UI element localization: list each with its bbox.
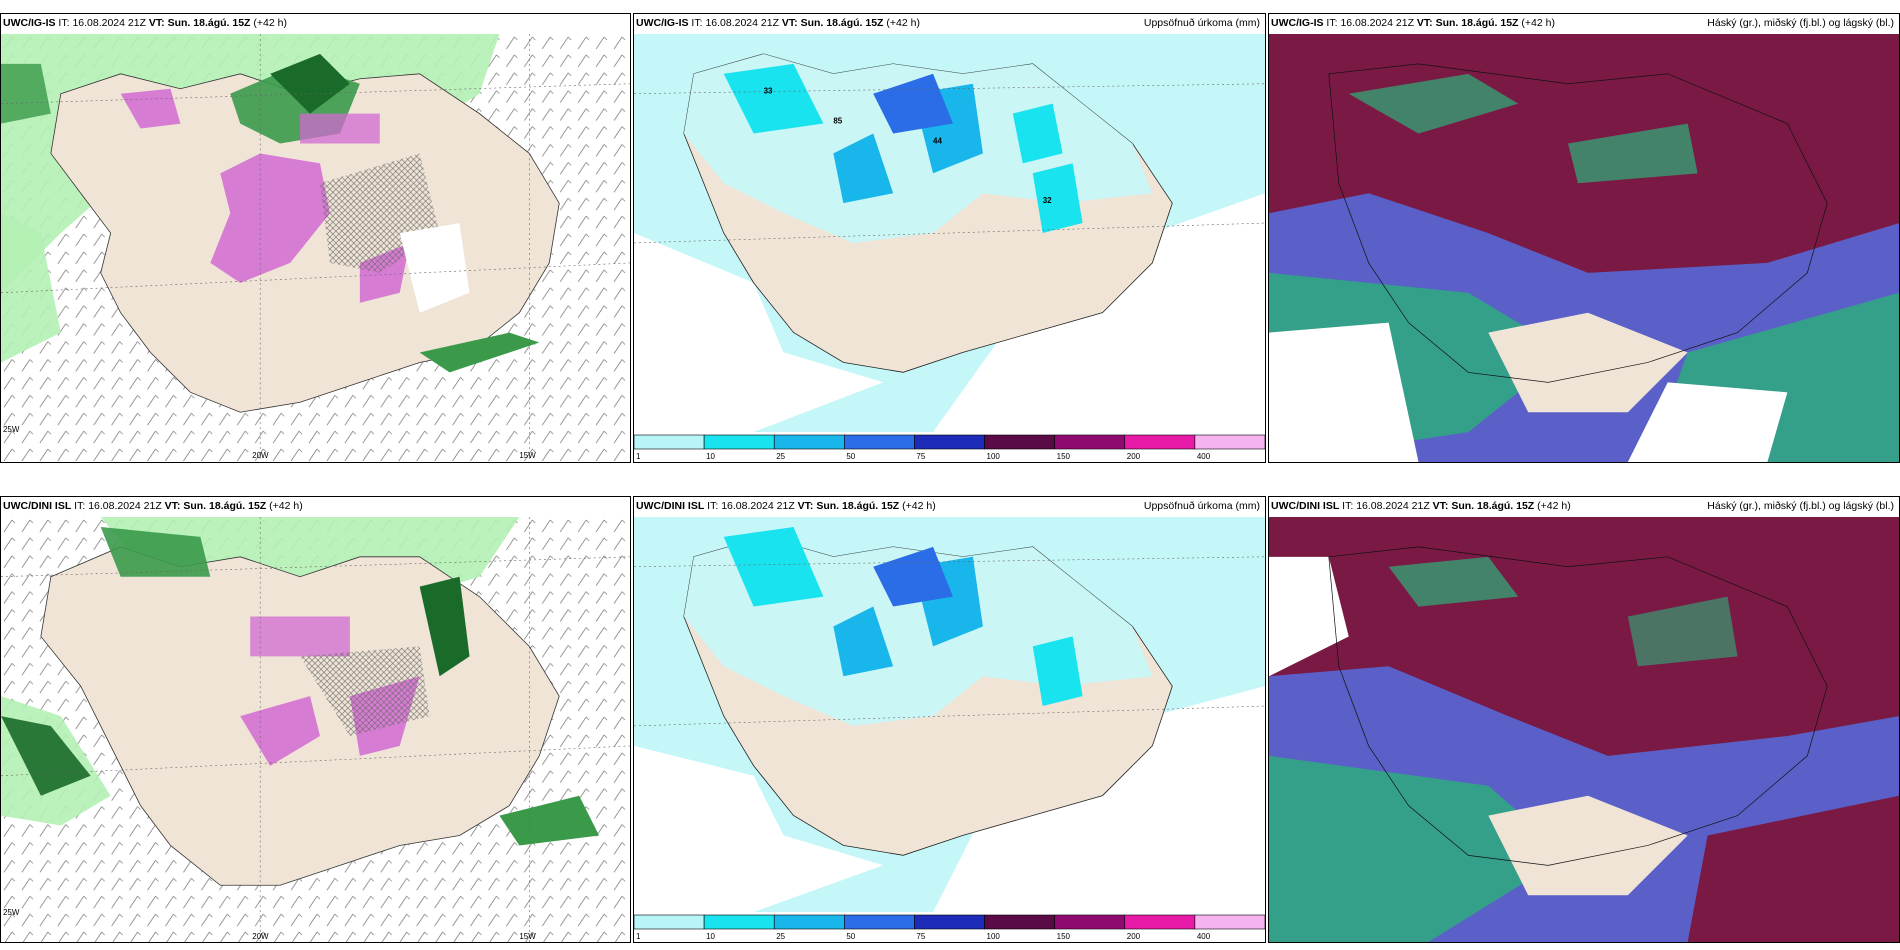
panel-header: UWC/DINI ISL IT: 16.08.2024 21Z VT: Sun.… bbox=[3, 500, 303, 512]
colorbar-segment bbox=[703, 434, 775, 450]
colorbar-label: 100 bbox=[987, 452, 1001, 461]
colorbar-label: 400 bbox=[1197, 932, 1211, 941]
map-svg: 20W 15W 25W bbox=[1, 34, 630, 462]
colorbar-label: 200 bbox=[1127, 932, 1141, 941]
colorbar-segment bbox=[1194, 434, 1265, 450]
lon-label-25w: 25W bbox=[3, 425, 20, 434]
colorbar-segment bbox=[984, 914, 1055, 930]
panel-header: UWC/IG-IS IT: 16.08.2024 21Z VT: Sun. 18… bbox=[636, 17, 920, 29]
colorbar-segment bbox=[1194, 914, 1265, 930]
colorbar-label: 25 bbox=[776, 932, 785, 941]
colorbar-label: 1 bbox=[636, 932, 641, 941]
colorbar-segment bbox=[844, 914, 915, 930]
colorbar-segment bbox=[634, 914, 705, 930]
panel-field-title: Uppsöfnuð úrkoma (mm) bbox=[1143, 17, 1260, 29]
colorbar-label: 75 bbox=[916, 452, 925, 461]
lon-label-15w: 15W bbox=[519, 932, 536, 941]
colorbar-segment bbox=[844, 434, 915, 450]
map-area: 20W 15W 25W bbox=[1, 34, 630, 462]
precip-value: 44 bbox=[933, 136, 942, 145]
map-area bbox=[1269, 34, 1899, 462]
map-svg bbox=[1269, 34, 1899, 462]
map-svg bbox=[1269, 517, 1899, 942]
panel-igis-clouds: UWC/IG-IS IT: 16.08.2024 21Z VT: Sun. 18… bbox=[1268, 13, 1900, 463]
panel-igis-precip-type: UWC/IG-IS IT: 16.08.2024 21Z VT: Sun. 18… bbox=[0, 13, 631, 463]
colorbar-label: 1 bbox=[636, 452, 641, 461]
colorbar-segment bbox=[1054, 914, 1126, 930]
colorbar-label: 150 bbox=[1057, 932, 1071, 941]
colorbar-segment bbox=[634, 434, 705, 450]
map-area bbox=[634, 517, 1265, 912]
colorbar-label: 200 bbox=[1127, 452, 1141, 461]
colorbar-label: 50 bbox=[846, 452, 855, 461]
colorbar-label: 10 bbox=[706, 932, 715, 941]
colorbar-label: 75 bbox=[916, 932, 925, 941]
lon-label-20w: 20W bbox=[252, 451, 269, 460]
precip-value: 32 bbox=[1043, 196, 1052, 205]
colorbar-segment bbox=[773, 914, 845, 930]
map-area bbox=[1269, 517, 1899, 942]
colorbar-segment bbox=[1124, 914, 1196, 930]
lon-label-15w: 15W bbox=[519, 451, 536, 460]
colorbar-label: 150 bbox=[1057, 452, 1071, 461]
map-area: 20W 15W 25W bbox=[1, 517, 630, 942]
panel-header: UWC/DINI ISL IT: 16.08.2024 21Z VT: Sun.… bbox=[1271, 500, 1571, 512]
panel-dini-precip: UWC/DINI ISL IT: 16.08.2024 21Z VT: Sun.… bbox=[633, 496, 1266, 943]
colorbar-segment bbox=[703, 914, 775, 930]
lon-label-25w: 25W bbox=[3, 908, 20, 917]
colorbar-label: 50 bbox=[846, 932, 855, 941]
map-svg bbox=[634, 517, 1265, 912]
map-area: 85 33 44 32 bbox=[634, 34, 1265, 432]
panel-header: UWC/DINI ISL IT: 16.08.2024 21Z VT: Sun.… bbox=[636, 500, 936, 512]
colorbar-label: 10 bbox=[706, 452, 715, 461]
panel-field-title: Háský (gr.), miðský (fj.bl.) og lágský (… bbox=[1707, 17, 1894, 29]
panel-igis-precip: UWC/IG-IS IT: 16.08.2024 21Z VT: Sun. 18… bbox=[633, 13, 1266, 463]
map-svg: 20W 15W 25W bbox=[1, 517, 630, 942]
colorbar-label: 400 bbox=[1197, 452, 1211, 461]
panel-header: UWC/IG-IS IT: 16.08.2024 21Z VT: Sun. 18… bbox=[3, 17, 287, 29]
panel-header: UWC/IG-IS IT: 16.08.2024 21Z VT: Sun. 18… bbox=[1271, 17, 1555, 29]
precip-value: 85 bbox=[833, 117, 842, 126]
panel-dini-precip-type: UWC/DINI ISL IT: 16.08.2024 21Z VT: Sun.… bbox=[0, 496, 631, 943]
colorbar-segment bbox=[773, 434, 845, 450]
colorbar-segment bbox=[914, 914, 985, 930]
lon-label-20w: 20W bbox=[252, 932, 269, 941]
colorbar-segment bbox=[984, 434, 1055, 450]
panel-field-title: Uppsöfnuð úrkoma (mm) bbox=[1143, 500, 1260, 512]
panel-field-title: Háský (gr.), miðský (fj.bl.) og lágský (… bbox=[1707, 500, 1894, 512]
colorbar-label: 100 bbox=[987, 932, 1001, 941]
map-svg: 85 33 44 32 bbox=[634, 34, 1265, 432]
precip-colorbar: 1 10 25 50 75 100 150 200 400 bbox=[634, 432, 1265, 462]
colorbar-segment bbox=[1054, 434, 1126, 450]
panel-dini-clouds: UWC/DINI ISL IT: 16.08.2024 21Z VT: Sun.… bbox=[1268, 496, 1900, 943]
precip-value: 33 bbox=[764, 87, 773, 96]
colorbar-segment bbox=[1124, 434, 1196, 450]
colorbar-segment bbox=[914, 434, 985, 450]
precip-colorbar: 1 10 25 50 75 100 150 200 400 bbox=[634, 912, 1265, 942]
colorbar-label: 25 bbox=[776, 452, 785, 461]
